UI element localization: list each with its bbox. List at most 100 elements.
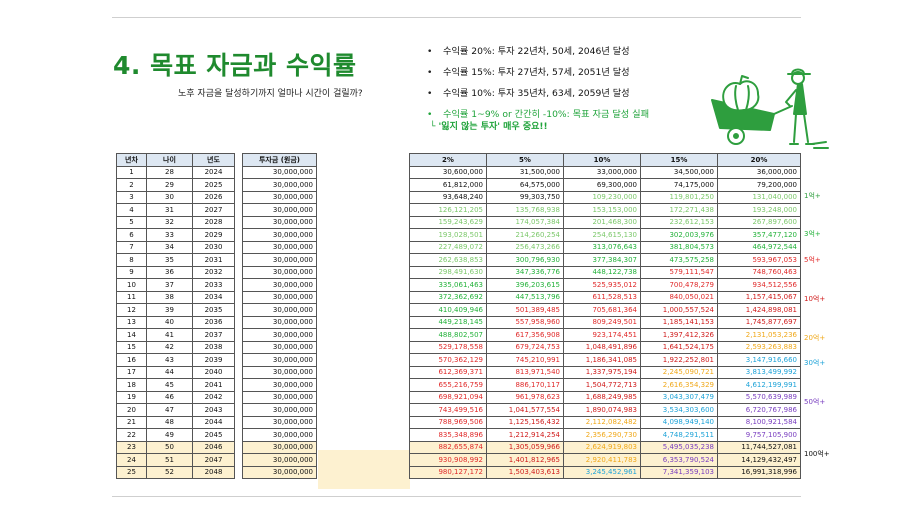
table-row: 30,600,000 31,500,000 33,000,000 34,500,000… (409, 165, 801, 179)
year-cell: 2033 (192, 278, 235, 292)
result-cell: 1,185,141,153 (640, 315, 718, 329)
year-cell: 2038 (192, 340, 235, 354)
result-cell: 4,612,199,991 (717, 378, 801, 392)
principal-cell: 30,000,000 (242, 403, 317, 417)
result-cell: 31,500,000 (486, 165, 564, 179)
table-row: 570,362,129 745,210,991 1,186,341,085 1,922… (409, 353, 801, 367)
result-cell: 473,575,258 (640, 253, 718, 267)
year-num-cell: 7 (116, 240, 147, 254)
result-cell: 743,499,516 (409, 403, 487, 417)
table-row: 193,028,501 214,260,254 254,615,130 302,003… (409, 228, 801, 242)
year-num-cell: 20 (116, 403, 147, 417)
age-cell: 29 (146, 178, 193, 192)
result-cell: 193,028,501 (409, 228, 487, 242)
result-cell: 705,681,364 (563, 303, 641, 317)
result-cell: 1,397,412,326 (640, 328, 718, 342)
col-header-year: 년도 (192, 153, 235, 167)
table-row: 1 28 2024 (116, 165, 235, 179)
milestone-marker: 100억+ (804, 449, 830, 458)
year-num-cell: 4 (116, 203, 147, 217)
result-cell: 698,921,094 (409, 390, 487, 404)
result-cell: 410,409,946 (409, 303, 487, 317)
year-cell: 2042 (192, 390, 235, 404)
table-row: 30,000,000 (242, 278, 317, 292)
result-cell: 214,260,254 (486, 228, 564, 242)
age-cell: 28 (146, 165, 193, 179)
result-cell: 153,153,000 (563, 203, 641, 217)
col-header-2pct: 2% (409, 153, 487, 167)
result-cell: 7,341,359,103 (640, 465, 718, 479)
principal-cell: 30,000,000 (242, 278, 317, 292)
principal-cell: 30,000,000 (242, 265, 317, 279)
table-row: 980,127,172 1,503,403,613 3,245,452,961 7,3… (409, 465, 801, 479)
year-cell: 2034 (192, 290, 235, 304)
result-cell: 79,200,000 (717, 178, 801, 192)
result-cell: 109,230,000 (563, 190, 641, 204)
table-row: 30,000,000 (242, 440, 317, 454)
year-cell: 2048 (192, 465, 235, 479)
year-cell: 2043 (192, 403, 235, 417)
principal-cell: 30,000,000 (242, 303, 317, 317)
result-cell: 593,967,053 (717, 253, 801, 267)
result-cell: 69,300,000 (563, 178, 641, 192)
year-num-cell: 17 (116, 365, 147, 379)
result-cell: 1,337,975,194 (563, 365, 641, 379)
table-row: 788,969,506 1,125,156,432 2,112,082,482 4,0… (409, 415, 801, 429)
table-row: 61,812,000 64,575,000 69,300,000 74,175,000… (409, 178, 801, 192)
age-cell: 32 (146, 215, 193, 229)
year-num-cell: 8 (116, 253, 147, 267)
table-row: 30,000,000 (242, 328, 317, 342)
result-cell: 930,908,992 (409, 453, 487, 467)
principal-cell: 30,000,000 (242, 453, 317, 467)
table-row: 6 33 2029 (116, 228, 235, 242)
principal-cell: 30,000,000 (242, 315, 317, 329)
milestone-marker: 30억+ (804, 359, 826, 368)
table-row: 20 47 2043 (116, 403, 235, 417)
result-cell: 2,616,354,329 (640, 378, 718, 392)
year-cell: 2047 (192, 453, 235, 467)
result-cell: 300,796,930 (486, 253, 564, 267)
result-cell: 5,570,639,989 (717, 390, 801, 404)
result-cell: 557,958,960 (486, 315, 564, 329)
principal-cell: 30,000,000 (242, 228, 317, 242)
year-num-cell: 23 (116, 440, 147, 454)
age-cell: 39 (146, 303, 193, 317)
year-cell: 2036 (192, 315, 235, 329)
col-header-principal: 투자금 (원금) (242, 153, 317, 167)
age-cell: 33 (146, 228, 193, 242)
table-row: 655,216,759 886,170,117 1,504,772,713 2,616… (409, 378, 801, 392)
age-cell: 35 (146, 253, 193, 267)
result-cell: 570,362,129 (409, 353, 487, 367)
result-cell: 313,076,643 (563, 240, 641, 254)
col-header-age: 나이 (146, 153, 193, 167)
year-num-cell: 15 (116, 340, 147, 354)
age-cell: 46 (146, 390, 193, 404)
result-cell: 449,218,145 (409, 315, 487, 329)
col-header-year-num: 년차 (116, 153, 147, 167)
result-cell: 1,048,491,896 (563, 340, 641, 354)
table-row: 93,648,240 99,303,750 109,230,000 119,801,2… (409, 190, 801, 204)
result-cell: 131,040,000 (717, 190, 801, 204)
table-row: 30,000,000 (242, 165, 317, 179)
year-num-cell: 2 (116, 178, 147, 192)
result-cell: 30,600,000 (409, 165, 487, 179)
table-row: 17 44 2040 (116, 365, 235, 379)
year-num-cell: 25 (116, 465, 147, 479)
principal-cell: 30,000,000 (242, 240, 317, 254)
result-cell: 1,504,772,713 (563, 378, 641, 392)
table-row: 930,908,992 1,401,812,965 2,920,411,783 6,3… (409, 453, 801, 467)
bottom-rule (112, 496, 801, 497)
year-table: 년차 나이 년도 1 28 2024 2 29 2025 3 30 2026 4 31 2027 5 32… (116, 153, 235, 479)
table-row: 22 49 2045 (116, 428, 235, 442)
result-cell: 3,245,452,961 (563, 465, 641, 479)
year-num-cell: 13 (116, 315, 147, 329)
table-row: 30,000,000 (242, 453, 317, 467)
table-row: 30,000,000 (242, 265, 317, 279)
year-cell: 2044 (192, 415, 235, 429)
milestone-marker: 50억+ (804, 398, 826, 407)
result-cell: 254,615,130 (563, 228, 641, 242)
result-cell: 256,473,266 (486, 240, 564, 254)
year-cell: 2035 (192, 303, 235, 317)
year-cell: 2032 (192, 265, 235, 279)
result-cell: 193,248,000 (717, 203, 801, 217)
